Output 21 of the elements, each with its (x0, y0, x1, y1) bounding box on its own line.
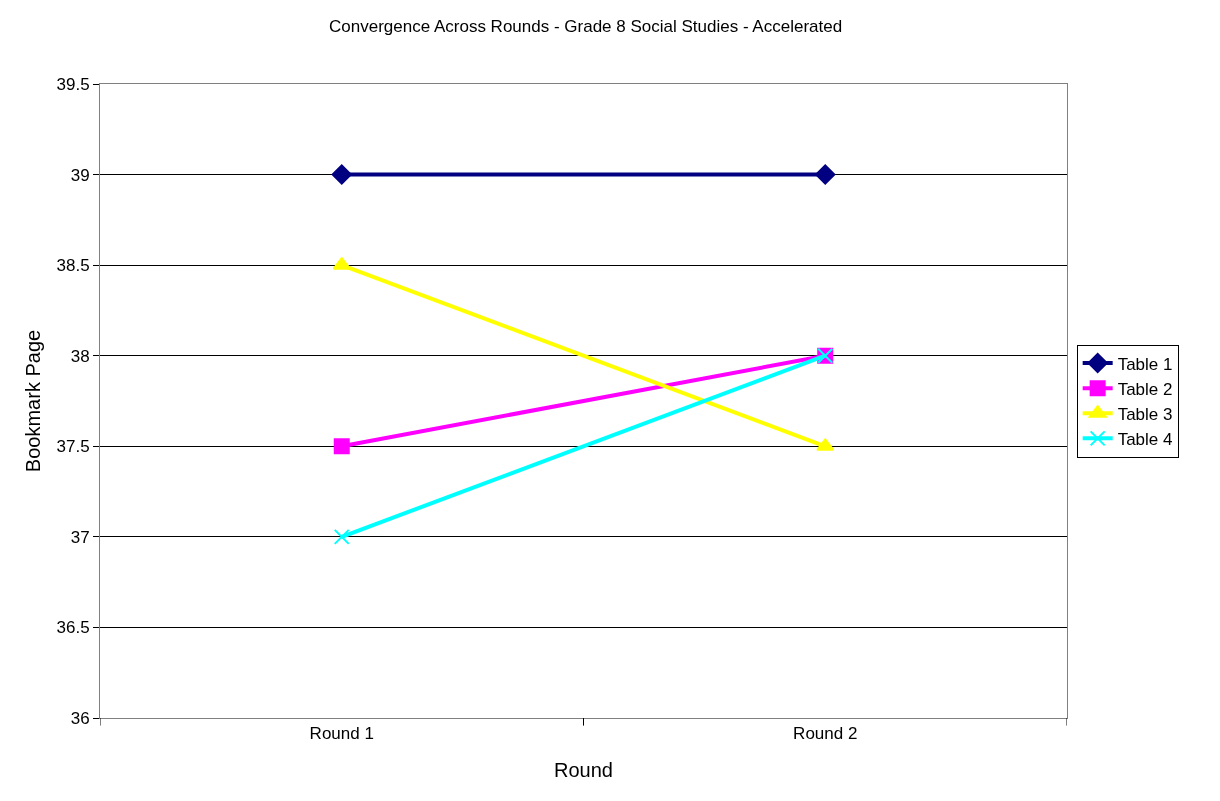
legend-label: Table 1 (1117, 354, 1173, 374)
y-tick-label: 38.5 (56, 256, 90, 276)
y-axis-title: Bookmark Page (22, 329, 45, 473)
chart-title: Convergence Across Rounds - Grade 8 Social Studies - Accelerated (329, 16, 843, 36)
point (815, 164, 836, 185)
legend-label: Table 4 (1117, 429, 1173, 449)
y-tick-label: 36 (70, 708, 90, 728)
x-tick-label: Round 2 (793, 724, 858, 744)
y-tick-label: 39 (70, 165, 90, 185)
y-tick-label: 37.5 (56, 437, 90, 457)
point (333, 438, 350, 455)
y-tick-label: 39.5 (56, 74, 90, 94)
legend-label: Table 2 (1117, 379, 1173, 399)
x-axis-title: Round (554, 758, 613, 781)
legend-label: Table 3 (1117, 404, 1173, 424)
y-tick-label: 38 (70, 346, 90, 366)
x-tick-label: Round 1 (309, 724, 374, 744)
y-tick-label: 37 (70, 527, 90, 547)
point (333, 528, 350, 545)
y-tick-label: 36.5 (56, 618, 90, 638)
point (331, 164, 352, 185)
